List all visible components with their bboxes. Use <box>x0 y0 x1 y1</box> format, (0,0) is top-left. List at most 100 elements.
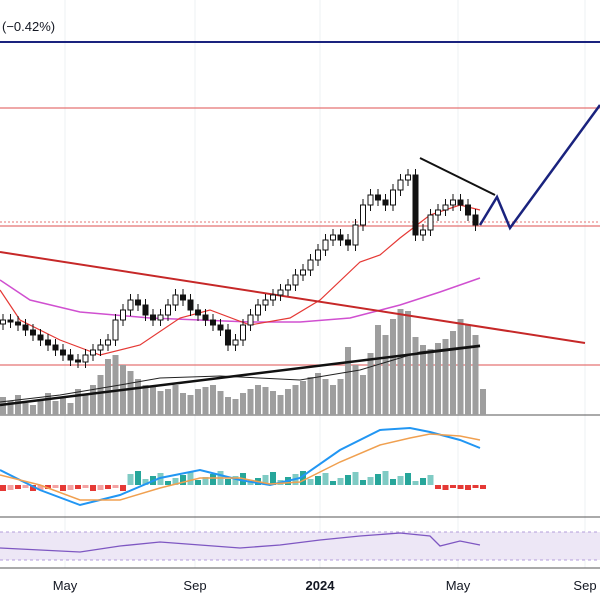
candle-body <box>292 274 299 286</box>
candle-body <box>135 299 141 306</box>
volume-bar <box>345 347 351 415</box>
candle-body <box>405 174 411 181</box>
macd-histogram <box>22 485 29 488</box>
volume-bar <box>90 385 96 415</box>
candle-body <box>270 294 276 301</box>
macd-histogram <box>165 481 171 485</box>
candle-body <box>0 319 6 325</box>
volume-bar <box>7 401 14 415</box>
macd-histogram <box>82 485 89 488</box>
volume-bar <box>210 385 216 415</box>
macd-histogram <box>105 485 111 489</box>
volume-bar <box>37 399 44 415</box>
projection-path <box>478 104 600 231</box>
x-tick-label: Sep <box>183 578 206 593</box>
candle-body <box>277 289 284 296</box>
candle-body <box>90 349 96 356</box>
volume-bar <box>150 387 156 415</box>
volume-bar <box>142 385 149 415</box>
candle-body <box>382 199 389 206</box>
volume-bar <box>435 343 441 415</box>
candle-body <box>97 344 104 351</box>
macd-histogram <box>382 471 389 485</box>
volume-bar <box>262 387 269 415</box>
candle-body <box>472 214 479 226</box>
volume-bar <box>45 393 51 415</box>
macd-histogram <box>307 479 314 485</box>
candle-body <box>330 234 336 241</box>
volume-bar <box>412 337 419 415</box>
macd-histogram <box>232 476 239 485</box>
x-tick-label: Sep <box>573 578 596 593</box>
volume-bar <box>180 393 186 415</box>
candle-body <box>82 354 89 363</box>
volume-bar <box>300 381 306 415</box>
candle-body <box>427 214 434 231</box>
volume-bar <box>195 389 201 415</box>
candle-body <box>15 321 21 326</box>
candle-body <box>30 329 36 336</box>
volume-bar <box>292 385 299 415</box>
macd-histogram <box>142 479 149 485</box>
macd-histogram <box>435 485 441 489</box>
macd-histogram <box>450 485 456 488</box>
volume-bar <box>75 389 81 415</box>
macd-histogram <box>375 474 381 485</box>
macd-histogram <box>352 472 359 485</box>
macd-histogram <box>262 475 269 485</box>
macd-histogram <box>337 478 344 485</box>
candle-body <box>345 239 351 246</box>
candle-body <box>412 174 419 236</box>
candle-body <box>420 229 426 236</box>
candle-body <box>337 234 344 241</box>
candle-body <box>127 299 134 311</box>
volume-bar <box>270 391 276 415</box>
x-tick-label: May <box>53 578 78 593</box>
volume-bar <box>172 385 179 415</box>
macd-histogram <box>330 481 336 485</box>
volume-bar <box>375 325 381 415</box>
candle-body <box>322 239 329 251</box>
macd-histogram <box>472 485 479 488</box>
macd-histogram <box>112 485 119 488</box>
candle-body <box>22 324 29 331</box>
macd-histogram <box>7 485 14 490</box>
macd-histogram <box>127 474 134 485</box>
macd-histogram <box>247 481 254 485</box>
volume-bar <box>97 375 104 415</box>
candle-body <box>255 304 261 316</box>
volume-bar <box>187 395 194 415</box>
volume-bar <box>135 379 141 415</box>
macd-histogram <box>180 475 186 485</box>
macd-histogram <box>60 485 66 491</box>
macd-histogram <box>345 475 351 485</box>
candle-body <box>240 324 246 341</box>
macd-histogram <box>465 485 471 490</box>
macd-histogram <box>405 473 411 485</box>
volume-bar <box>30 405 36 415</box>
volume-bar <box>285 389 291 415</box>
candle-body <box>262 299 269 306</box>
volume-bar <box>22 403 29 415</box>
macd-histogram <box>225 479 231 485</box>
volume-bar <box>217 391 224 415</box>
macd-histogram <box>315 476 321 485</box>
plot-layer <box>0 0 600 569</box>
price-change: (−0.42%) <box>2 19 55 34</box>
volume-bar <box>427 349 434 415</box>
macd-histogram <box>15 485 21 489</box>
candle-body <box>37 334 44 341</box>
macd-histogram <box>37 485 44 490</box>
candle-body <box>397 179 404 191</box>
macd-histogram <box>52 485 59 488</box>
macd-line <box>0 426 481 507</box>
macd-histogram <box>210 474 216 485</box>
candle-body <box>105 339 111 346</box>
volume-bar <box>420 345 426 415</box>
macd-histogram <box>420 478 426 485</box>
candle-body <box>375 194 381 201</box>
candle-body <box>457 199 464 206</box>
volume-bar <box>225 397 231 415</box>
candle-body <box>450 199 456 206</box>
macd-histogram <box>195 480 201 485</box>
